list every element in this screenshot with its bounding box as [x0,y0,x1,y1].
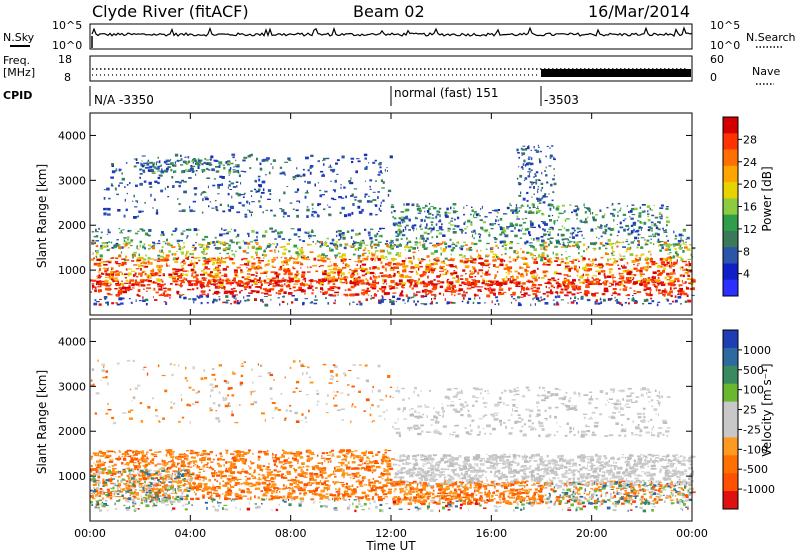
velocity-colorbar-swatch-7 [723,455,738,474]
freq-unit-label: [MHz] [3,66,35,79]
power-colorbar-tick-label-1: 24 [743,156,757,169]
power-ytick-label-2000: 2000 [58,219,86,232]
velocity-ytick-label-3000: 3000 [58,380,86,393]
power-colorbar-tick-label-0: 28 [743,133,757,146]
velocity-axes: 4000 3000 2000 1000 [58,319,693,521]
velocity-colorbar-tick-label-6: -500 [743,463,768,476]
power-ytick-label-3000: 3000 [58,174,86,187]
velocity-colorbar-swatch-8 [723,473,738,492]
time-tick-label-6: 00:00 [676,527,708,540]
velocity-ytick-label-1000: 1000 [58,470,86,483]
velocity-colorbar-tick-label-4: -25 [743,423,761,436]
time-tick-label-1: 04:00 [174,527,206,540]
nave-label: Nave [752,65,780,78]
power-colorbar-swatch-1 [723,133,738,151]
cpid-label: CPID [3,89,32,102]
power-colorbar-swatch-9 [723,263,738,281]
power-colorbar-swatch-0 [723,117,738,134]
cpid-segment-3: -3503 [544,93,579,107]
power-colorbar-swatch-2 [723,149,738,167]
power-colorbar-swatch-8 [723,247,738,264]
nsearch-label: N.Search [746,31,796,44]
noise-trace [91,26,693,48]
velocity-colorbar-swatch-9 [723,491,738,510]
nave-tick-0: 0 [710,71,717,84]
cpid-segment-2: normal (fast) 151 [394,86,498,100]
velocity-colorbar-tick-label-1: 500 [743,364,764,377]
power-ylabel: Slant Range [km] [35,164,49,268]
power-colorbar-tick-label-6: 4 [743,268,750,281]
freq-tick-8: 8 [64,71,71,84]
power-colorbar-tick-label-5: 8 [743,245,750,258]
velocity-colorbar-tick-label-2: 100 [743,384,764,397]
power-axes: 4000 3000 2000 1000 [58,113,693,315]
power-colorbar-swatch-4 [723,182,738,199]
power-colorbar-tick-label-3: 16 [743,201,757,214]
cpid-segment-1: N/A -3350 [94,93,154,107]
power-colorbar-swatch-10 [723,279,738,297]
noise-tick-top-left: 10^5 [52,19,82,32]
noise-tick-bottom-left: 10^0 [52,39,82,52]
time-axis-label: Time UT [365,539,416,553]
noise-panel-frame [89,23,693,50]
power-data [90,144,696,307]
time-tick-label-4: 16:00 [475,527,507,540]
velocity-data [90,359,696,513]
velocity-colorbar-label: Velocity [m s⁻¹] [760,363,774,456]
time-axis: 00:00 04:00 08:00 12:00 16:00 20:00 00:00 [74,527,708,540]
power-colorbar: 28 24 20 16 12 8 4 [722,116,757,297]
freq-panel-frame [89,55,693,82]
velocity-colorbar-tick-label-3: 25 [743,404,757,417]
time-tick-label-0: 00:00 [74,527,106,540]
station-title: Clyde River (fitACF) [92,2,249,21]
noise-tick-bottom-right: 10^0 [710,39,740,52]
time-tick-label-3: 12:00 [375,527,407,540]
nave-tick-60: 60 [710,53,724,66]
power-colorbar-swatch-3 [723,165,738,183]
freq-label: Freq. [3,54,30,67]
velocity-ytick-label-4000: 4000 [58,335,86,348]
velocity-colorbar-swatch-6 [723,437,738,456]
power-colorbar-swatch-7 [723,230,738,248]
velocity-colorbar: 1000 500 100 25 -25 -100 -500 -1000 [722,329,775,510]
nsky-trace [91,26,693,38]
velocity-colorbar-frame [722,329,739,510]
power-ytick-label-4000: 4000 [58,129,86,142]
velocity-ylabel: Slant Range [km] [35,370,49,474]
velocity-ytick-label-2000: 2000 [58,425,86,438]
velocity-colorbar-swatch-0 [723,330,738,349]
nave-trace-dense [541,69,691,77]
power-colorbar-tick-label-2: 20 [743,178,757,191]
power-colorbar-swatch-5 [723,198,738,216]
time-tick-label-2: 08:00 [275,527,307,540]
power-ytick-label-1000: 1000 [58,264,86,277]
velocity-colorbar-tick-label-5: -100 [743,443,768,456]
freq-tick-18: 18 [58,53,72,66]
time-tick-label-5: 20:00 [576,527,608,540]
power-colorbar-swatch-6 [723,214,738,232]
velocity-colorbar-swatch-3 [723,383,738,403]
velocity-colorbar-tick-label-0: 1000 [743,344,771,357]
nsky-label: N.Sky [3,31,35,44]
velocity-colorbar-swatch-1 [723,347,738,367]
noise-tick-top-right: 10^5 [710,19,740,32]
power-colorbar-tick-label-4: 12 [743,223,757,236]
beam-label: Beam 02 [353,2,425,21]
velocity-colorbar-tick-label-7: -1000 [743,483,775,496]
date-label: 16/Mar/2014 [588,2,690,21]
velocity-colorbar-swatch-2 [723,365,738,385]
power-colorbar-label: Power [dB] [760,166,774,231]
velocity-colorbar-swatch-4 [723,401,738,420]
velocity-colorbar-swatch-5 [723,419,738,438]
